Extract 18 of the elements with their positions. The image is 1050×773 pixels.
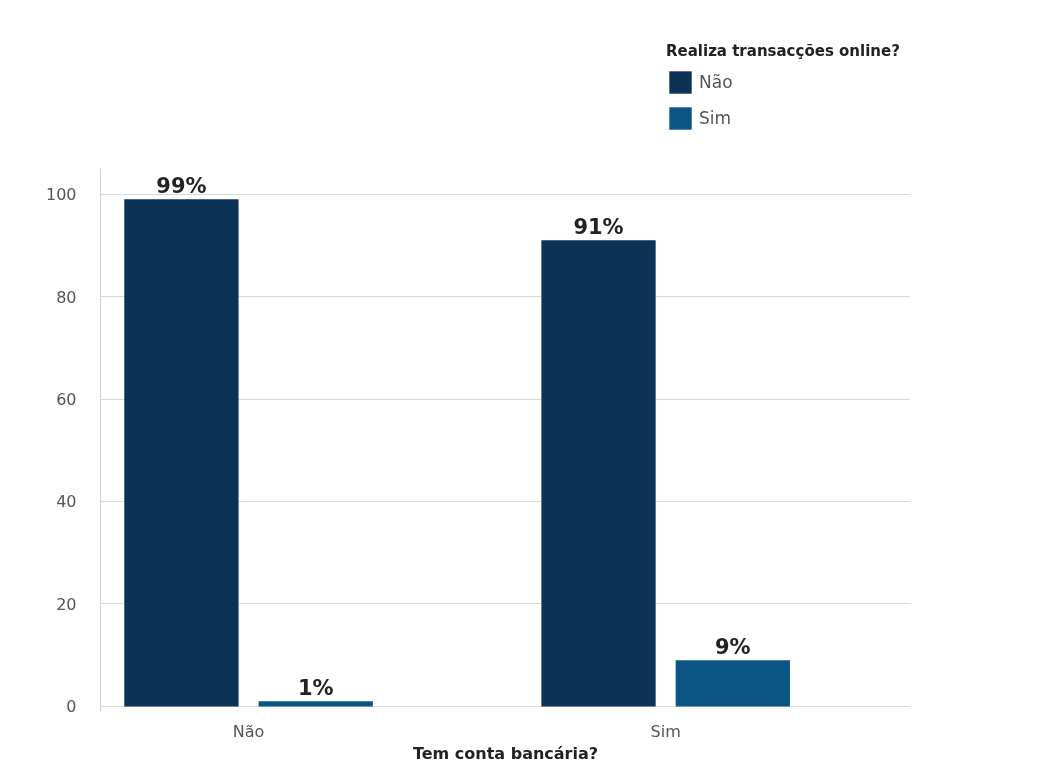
y-tick-label: 40 <box>56 492 77 512</box>
y-tick-label: 60 <box>56 390 77 410</box>
data-label: 1% <box>297 676 334 701</box>
data-label: 9% <box>714 635 751 660</box>
bar <box>258 701 373 707</box>
y-tick-label: 20 <box>56 594 77 614</box>
y-tick-label: 80 <box>56 287 77 307</box>
legend-label: Não <box>699 72 733 92</box>
bar <box>675 660 790 707</box>
bar <box>124 199 239 707</box>
y-tick-label: 0 <box>66 697 77 717</box>
bar <box>541 240 656 707</box>
legend-label: Sim <box>699 108 732 128</box>
y-tick-label: 100 <box>45 185 77 205</box>
data-label: 91% <box>573 215 624 240</box>
legend-title: Realiza transacções online? <box>666 42 900 60</box>
data-label: 99% <box>156 174 207 199</box>
x-axis-title: Tem conta bancária? <box>412 743 599 763</box>
